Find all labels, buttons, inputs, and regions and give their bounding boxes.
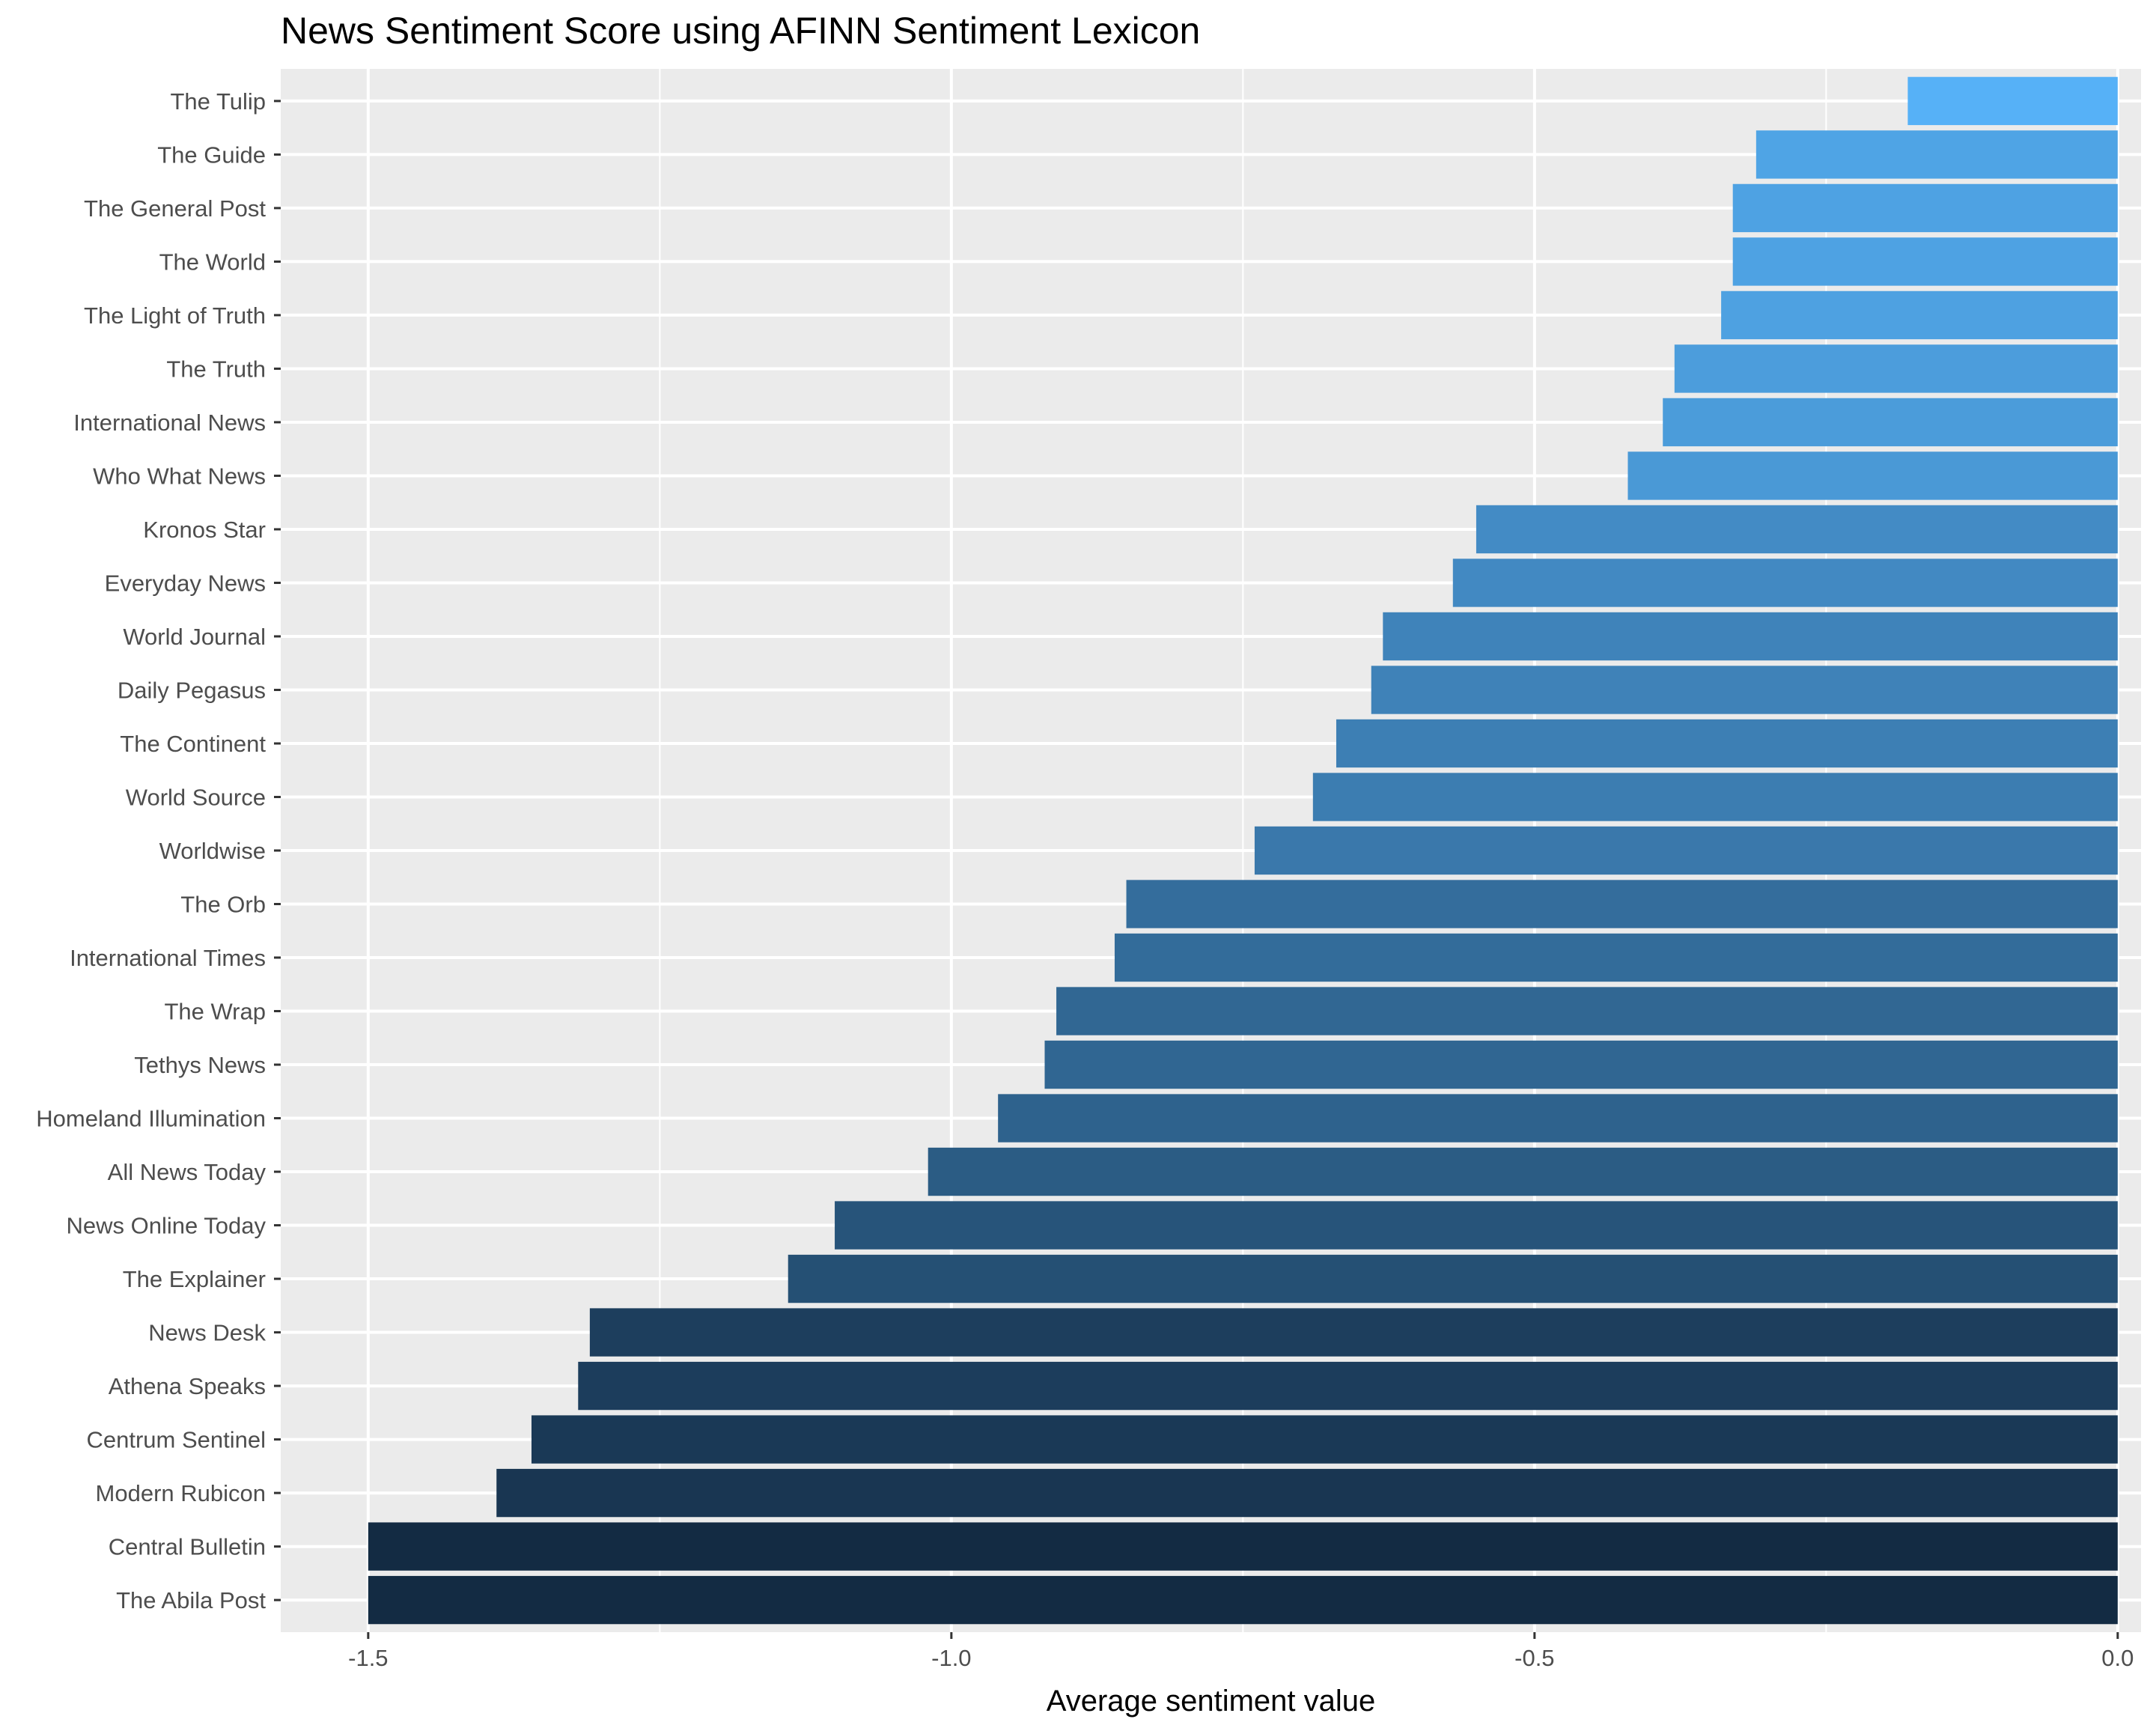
y-tick-label: The Continent <box>120 731 266 757</box>
bar-the-explainer <box>788 1254 2118 1303</box>
bar-athena-speaks <box>578 1361 2118 1411</box>
bar-all-news-today <box>928 1147 2118 1196</box>
y-tick-label: The Truth <box>166 356 266 382</box>
y-tick-label: Central Bulletin <box>109 1534 266 1560</box>
bar-the-light-of-truth <box>1721 290 2118 340</box>
bar-the-wrap <box>1056 987 2118 1035</box>
y-tick-label: The Guide <box>157 142 266 168</box>
bar-central-bulletin <box>368 1522 2118 1571</box>
y-tick-label: Homeland Illumination <box>36 1106 266 1132</box>
x-axis-label: Average sentiment value <box>1047 1685 1376 1718</box>
bar-everyday-news <box>1452 559 2118 607</box>
chart-title: News Sentiment Score using AFINN Sentime… <box>281 10 1200 52</box>
y-tick-label: World Journal <box>123 624 266 650</box>
y-tick-label: The Explainer <box>123 1266 266 1292</box>
bar-news-desk <box>589 1308 2118 1357</box>
bar-daily-pegasus <box>1371 666 2118 714</box>
x-tick-label: 0.0 <box>2101 1645 2134 1671</box>
bar-the-continent <box>1336 719 2118 768</box>
bar-the-abila-post <box>368 1575 2118 1625</box>
y-axis: The Tulip The Guide The General Post The Wo… <box>36 88 281 1613</box>
bar-international-news <box>1663 398 2118 447</box>
bar-tethys-news <box>1044 1040 2118 1089</box>
y-tick-label: News Desk <box>148 1320 266 1346</box>
bar-world-source <box>1312 773 2118 821</box>
y-tick-label: Modern Rubicon <box>96 1480 266 1506</box>
bar-news-online-today <box>835 1201 2118 1250</box>
bar-who-what-news <box>1627 451 2118 500</box>
y-tick-label: All News Today <box>108 1159 267 1185</box>
bar-the-tulip <box>1907 76 2118 126</box>
bar-modern-rubicon <box>496 1468 2118 1518</box>
y-tick-label: Worldwise <box>159 838 266 864</box>
y-tick-label: Everyday News <box>105 570 266 596</box>
x-tick-label: -1.5 <box>348 1645 388 1671</box>
bar-centrum-sentinel <box>531 1415 2118 1464</box>
y-tick-label: Daily Pegasus <box>118 677 266 703</box>
bar-homeland-illumination <box>998 1094 2118 1143</box>
plot-panel <box>281 69 2141 1632</box>
bar-the-general-post <box>1732 183 2118 233</box>
bar-world-journal <box>1383 612 2118 661</box>
x-tick-label: -1.0 <box>931 1645 971 1671</box>
bar-international-times <box>1114 933 2118 982</box>
y-tick-label: International Times <box>70 945 266 971</box>
y-tick-label: Athena Speaks <box>109 1373 266 1399</box>
y-tick-label: News Online Today <box>66 1213 266 1239</box>
y-tick-label: The Abila Post <box>116 1587 266 1613</box>
y-tick-label: The Wrap <box>164 999 266 1025</box>
bar-the-world <box>1732 237 2118 286</box>
y-tick-label: Kronos Star <box>143 517 266 543</box>
y-tick-label: World Source <box>126 784 266 810</box>
y-tick-label: International News <box>73 410 266 436</box>
x-tick-label: -0.5 <box>1514 1645 1554 1671</box>
bar-the-orb <box>1126 880 2118 928</box>
bar-the-guide <box>1755 130 2118 179</box>
y-tick-label: The Tulip <box>170 88 266 115</box>
bar-the-truth <box>1674 344 2118 393</box>
y-tick-label: Who What News <box>93 463 266 489</box>
y-tick-label: Tethys News <box>134 1052 266 1078</box>
y-tick-label: The Orb <box>180 892 266 918</box>
x-axis: -1.5 -1.0 -0.5 0.0 <box>348 1632 2134 1671</box>
bar-worldwise <box>1254 826 2118 875</box>
y-tick-label: The Light of Truth <box>84 302 266 329</box>
y-tick-label: The General Post <box>84 195 266 222</box>
y-tick-label: The World <box>159 249 266 275</box>
bar-kronos-star <box>1476 505 2118 554</box>
y-tick-label: Centrum Sentinel <box>86 1427 266 1453</box>
